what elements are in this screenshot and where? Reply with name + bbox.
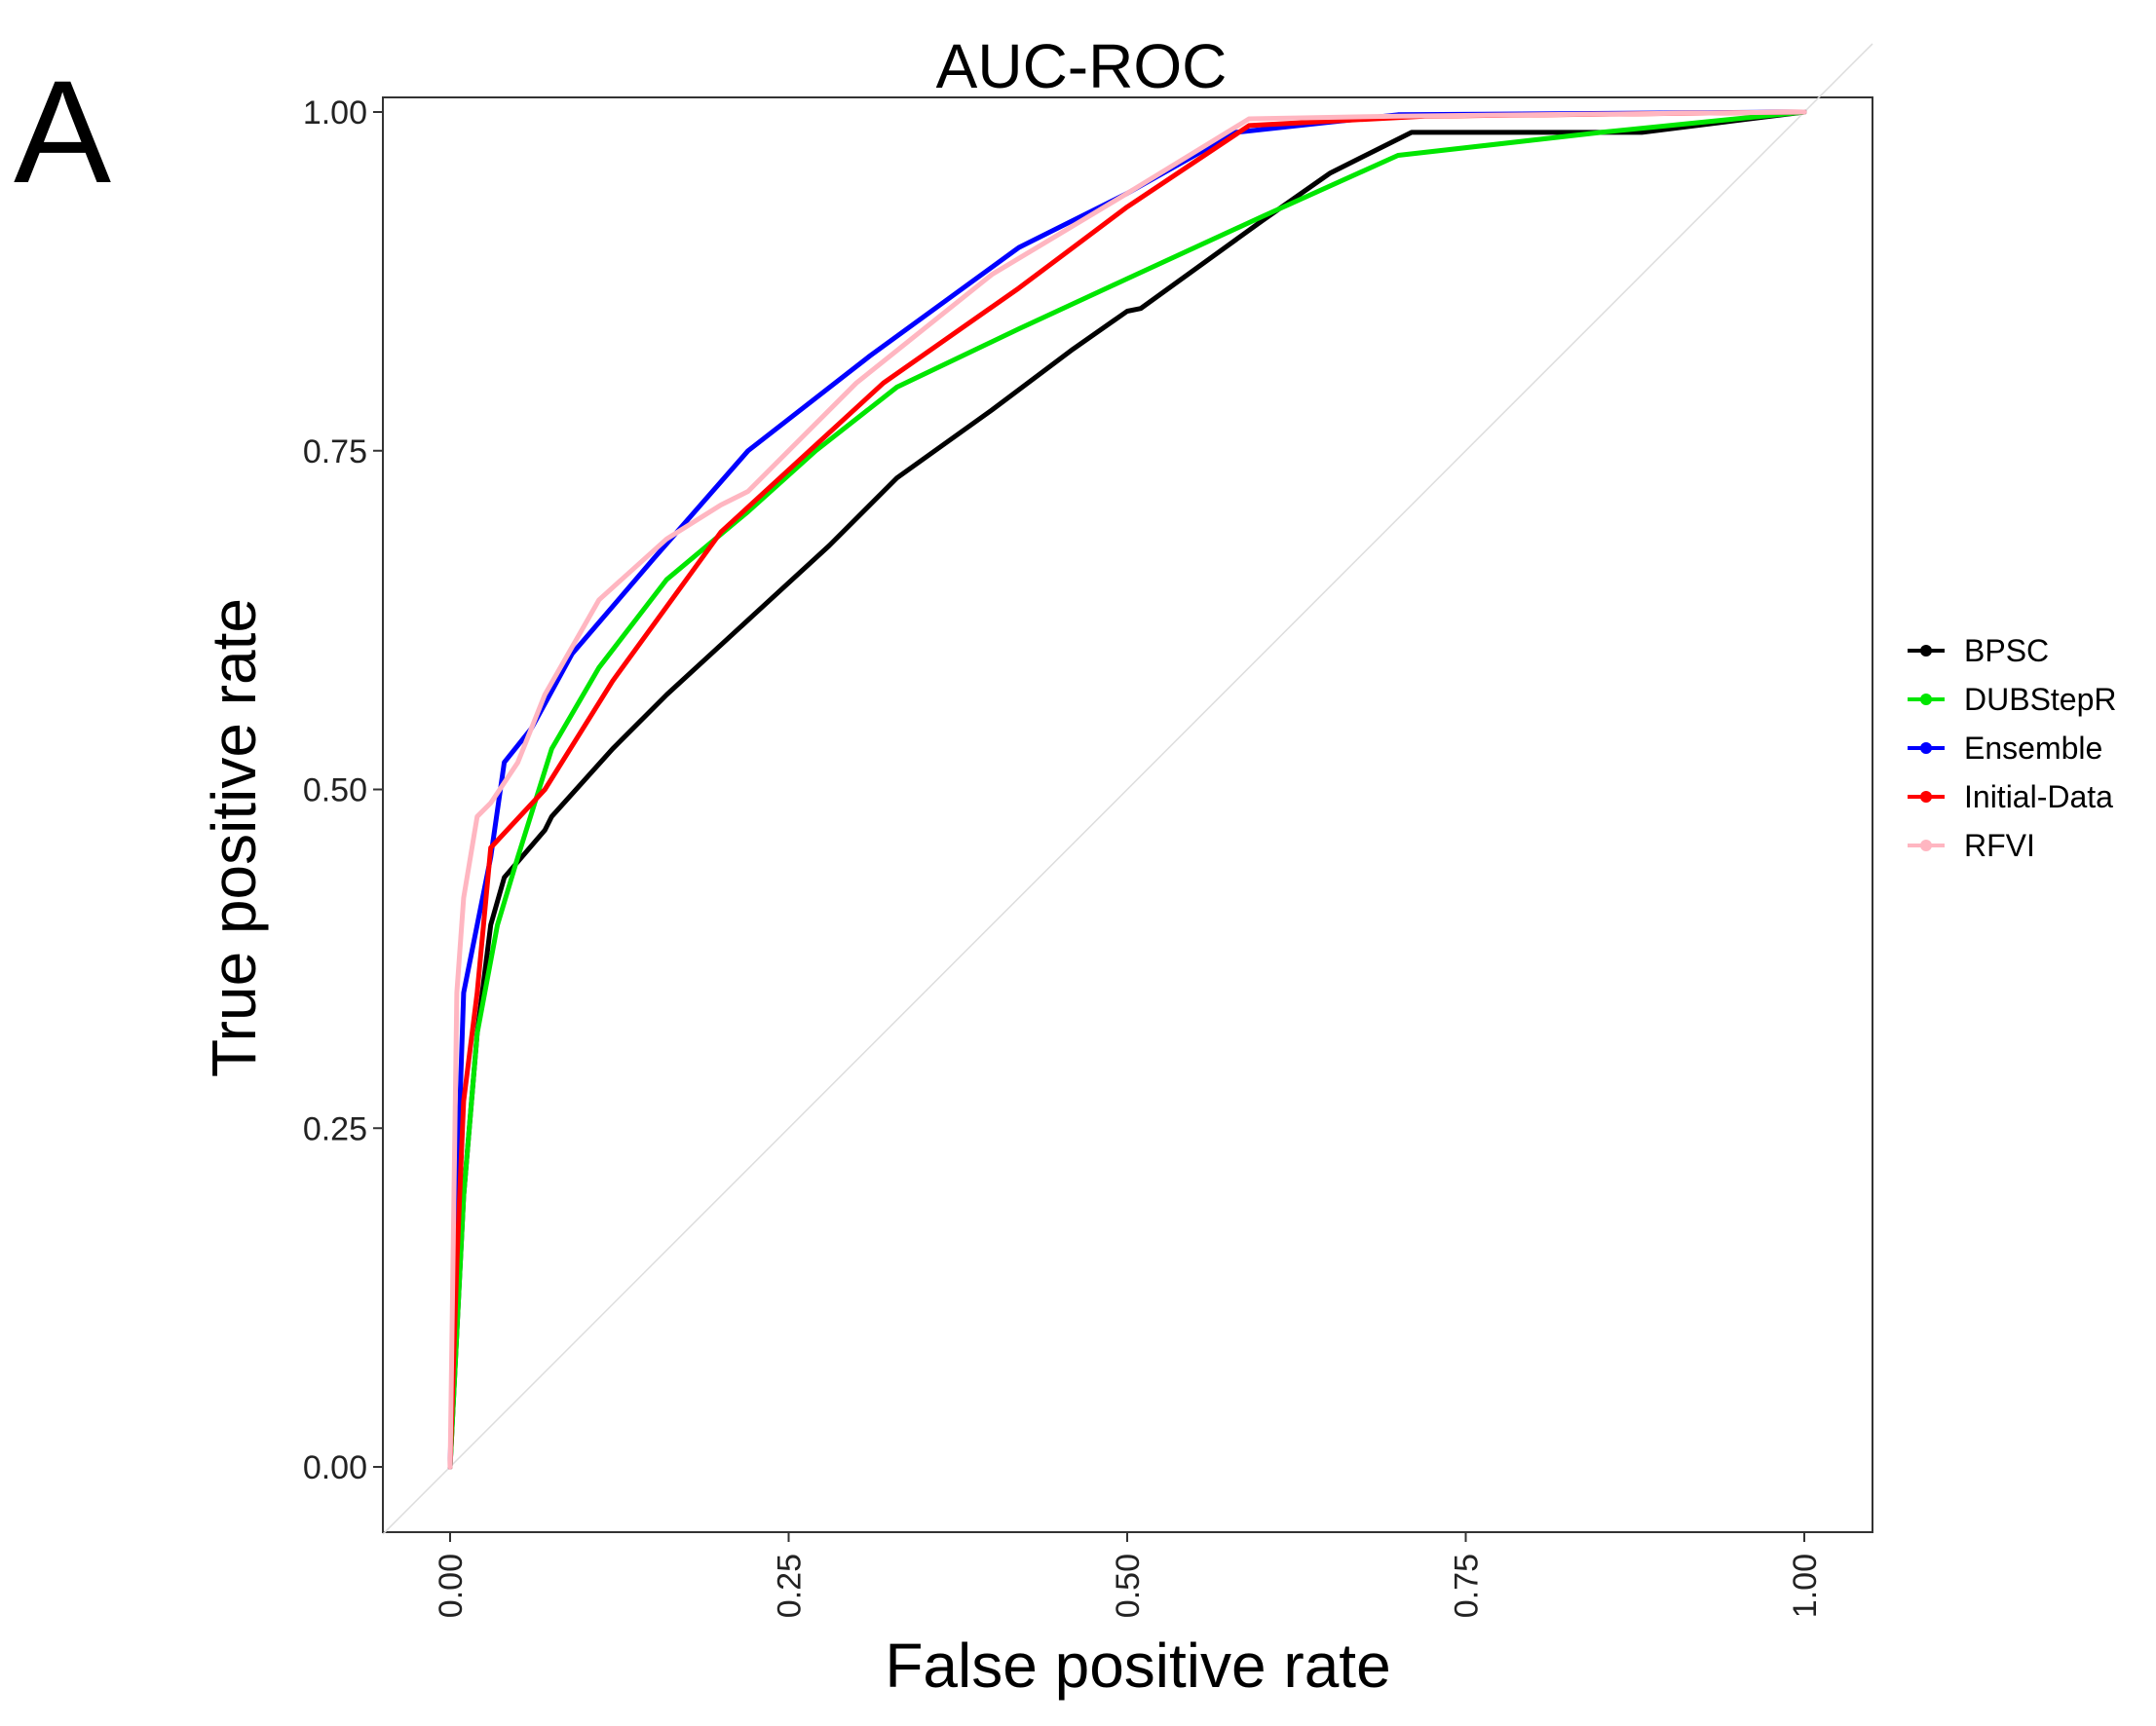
series-line-rfvi: [447, 109, 1807, 1470]
y-tick-label: 0.25: [303, 1110, 367, 1147]
y-tick-label: 0.00: [303, 1449, 367, 1486]
series-line-bpsc: [447, 109, 1807, 1470]
y-tick-label: 1.00: [303, 94, 367, 131]
x-tick-label: 0.00: [433, 1554, 470, 1618]
legend-key-dot: [1920, 645, 1932, 657]
x-axis-title: False positive rate: [885, 1631, 1390, 1701]
y-tick-label: 0.75: [303, 433, 367, 470]
y-axis-title: True positive rate: [199, 598, 269, 1077]
legend-item-dubstepr: DUBStepR: [1908, 682, 2117, 717]
series-line-initial-data: [447, 109, 1807, 1470]
x-tick-label: 0.25: [772, 1554, 809, 1618]
legend-label: Initial-Data: [1964, 779, 2113, 814]
x-tick-label: 0.75: [1449, 1554, 1486, 1618]
legend-item-ensemble: Ensemble: [1908, 731, 2102, 766]
legend-key-dot: [1920, 840, 1932, 851]
legend-item-bpsc: BPSC: [1908, 633, 2049, 668]
legend-label: Ensemble: [1964, 731, 2102, 766]
y-tick-label: 0.50: [303, 772, 367, 809]
panel-label: A: [14, 50, 112, 213]
legend-label: RFVI: [1964, 828, 2035, 863]
legend-key-dot: [1920, 791, 1932, 803]
series-line-dubstepr: [447, 109, 1807, 1470]
legend-label: BPSC: [1964, 633, 2049, 668]
legend-item-initial-data: Initial-Data: [1908, 779, 2113, 814]
plot-area: 0.00 0.25 0.50 0.75 1.00 0.00 0.25 0.50 0.75 1.00: [303, 43, 1873, 1618]
legend-key-dot: [1920, 742, 1932, 754]
legend-item-rfvi: RFVI: [1908, 828, 2035, 863]
x-tick-label: 1.00: [1787, 1554, 1824, 1618]
legend-label: DUBStepR: [1964, 682, 2117, 717]
legend-key-dot: [1920, 694, 1932, 705]
legend: BPSC DUBStepR Ensemble Initial-Data RFVI: [1908, 633, 2117, 863]
reference-diagonal: [382, 43, 1873, 1535]
x-tick-label: 0.50: [1110, 1554, 1147, 1618]
chart-title: AUC-ROC: [936, 31, 1228, 101]
